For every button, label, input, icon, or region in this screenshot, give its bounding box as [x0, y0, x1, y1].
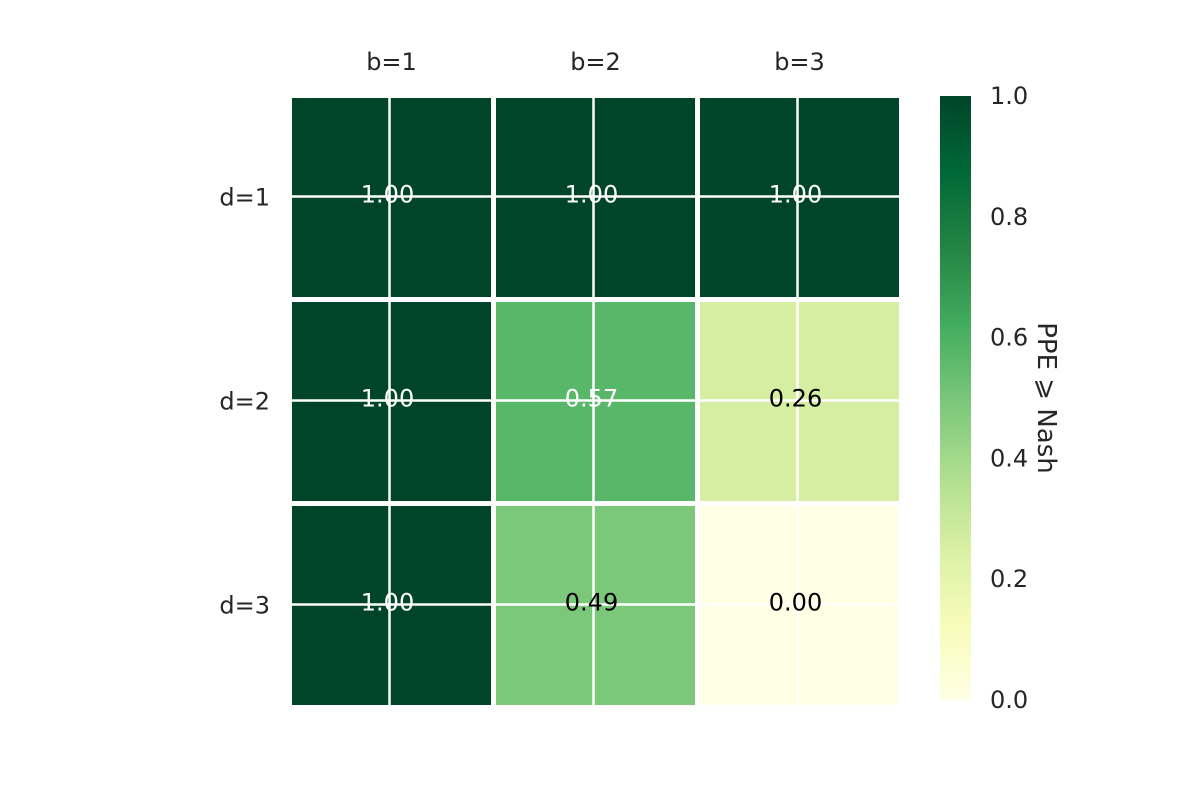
colorbar [940, 96, 971, 700]
y-axis-tick-labels: d=1 d=2 d=3 [219, 184, 270, 620]
x-tick-label: b=1 [366, 48, 417, 76]
x-tick-label: b=3 [774, 48, 825, 76]
colorbar-tick-label: 0.0 [990, 686, 1028, 714]
y-tick-label: d=1 [219, 184, 270, 212]
cell-value-label: 1.00 [565, 181, 618, 209]
colorbar-tick-label: 0.2 [990, 565, 1028, 593]
y-tick-label: d=2 [219, 388, 270, 416]
cell-value-label: 1.00 [361, 589, 414, 617]
y-tick-label: d=3 [219, 592, 270, 620]
colorbar-tick-labels: 0.0 0.2 0.4 0.6 0.8 1.0 [990, 82, 1028, 714]
colorbar-tick-label: 0.8 [990, 203, 1028, 231]
colorbar-label: PPE ⩾ Nash [1031, 322, 1061, 474]
cell-value-label: 0.00 [769, 589, 822, 617]
cell-value-label: 0.49 [565, 589, 618, 617]
colorbar-tick-label: 0.6 [990, 324, 1028, 352]
colorbar-tick-label: 0.4 [990, 444, 1028, 472]
gridlines [292, 98, 899, 705]
x-tick-label: b=2 [570, 48, 621, 76]
cell-value-label: 0.57 [565, 385, 618, 413]
cell-value-label: 1.00 [361, 181, 414, 209]
cell-value-labels: 1.00 1.00 1.00 1.00 0.57 0.26 1.00 0.49 0.00 [361, 181, 822, 617]
cell-value-label: 0.26 [769, 385, 822, 413]
x-axis-tick-labels: b=1 b=2 b=3 [366, 48, 825, 76]
colorbar-tick-label: 1.0 [990, 82, 1028, 110]
cell-value-label: 1.00 [361, 385, 414, 413]
cell-value-label: 1.00 [769, 181, 822, 209]
